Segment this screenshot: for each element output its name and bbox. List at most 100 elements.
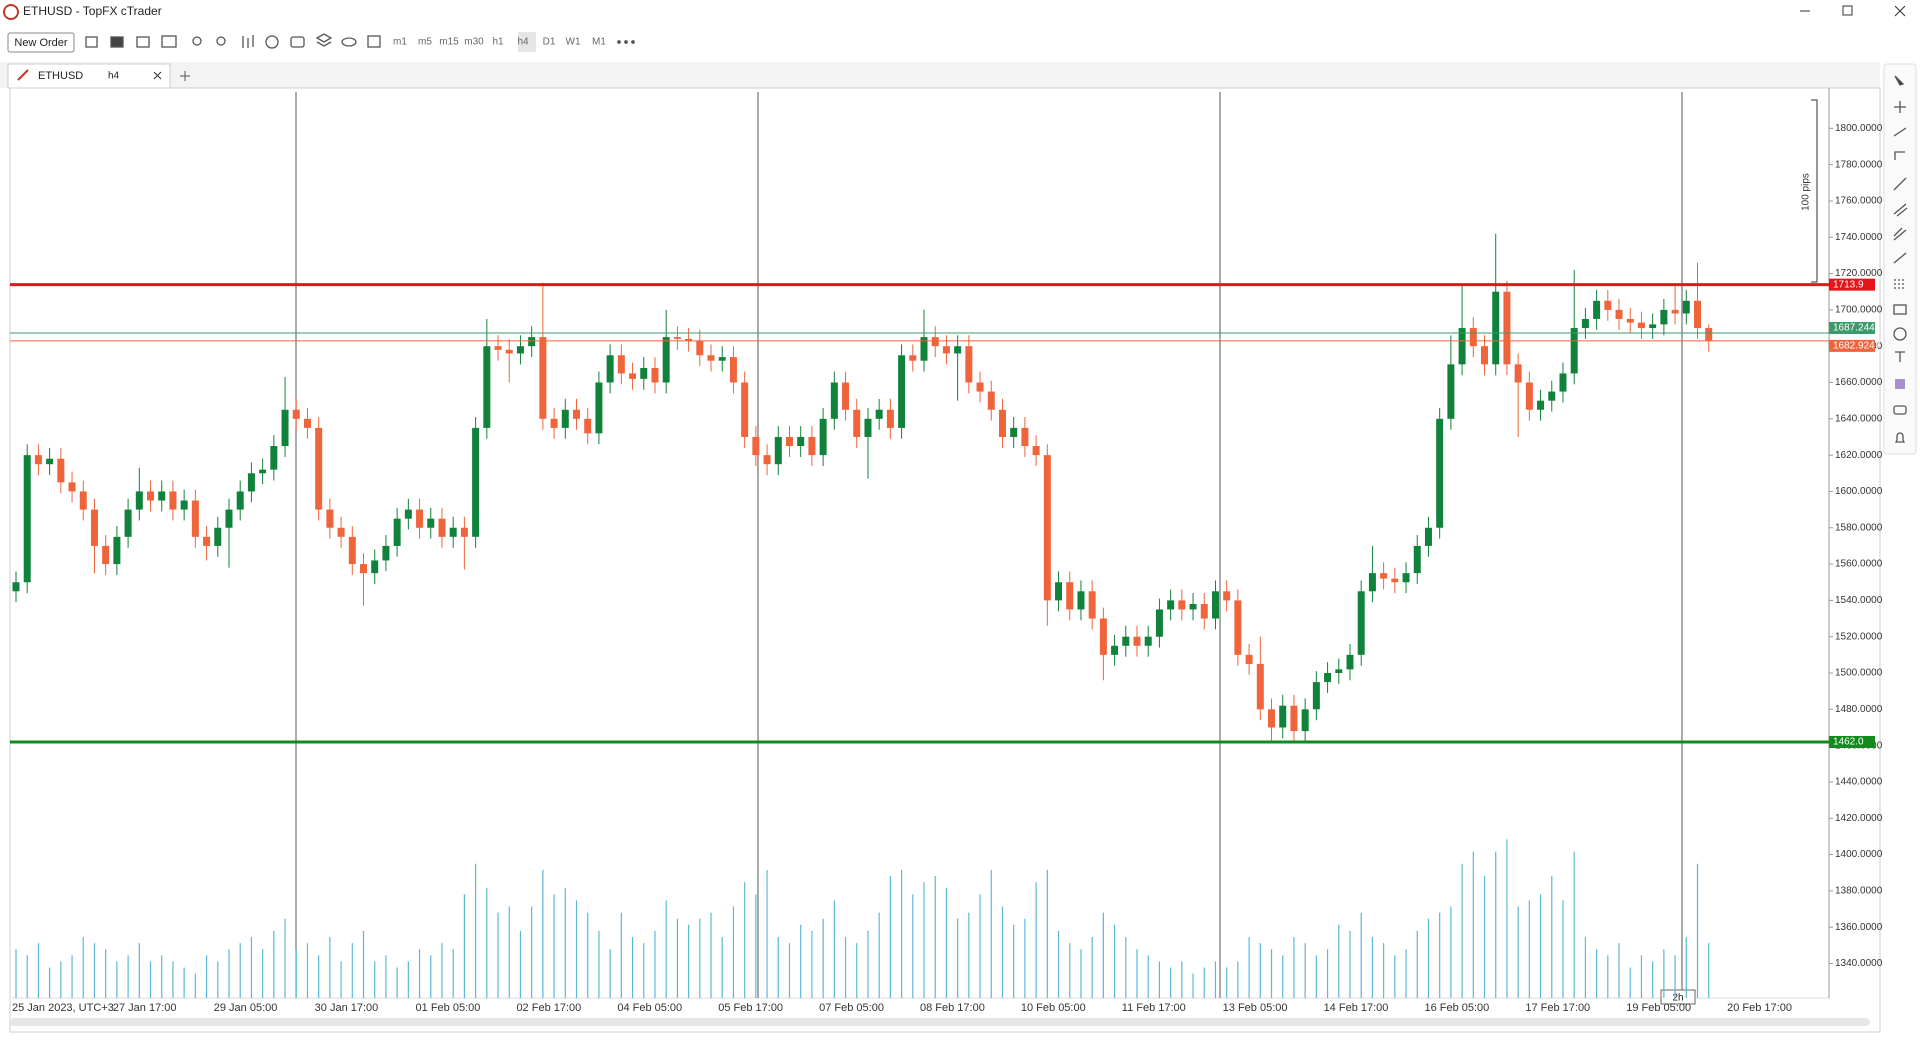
chart-type-icon[interactable]: [242, 35, 254, 48]
fib-tool[interactable]: [1894, 279, 1906, 289]
candle-body: [124, 509, 132, 537]
candle-body: [1346, 654, 1354, 670]
crosshair-time-label: 2h: [1672, 993, 1683, 1004]
candle-body: [1312, 682, 1320, 710]
x-tick-label: 20 Feb 17:00: [1727, 1002, 1792, 1014]
chart-mode-icon[interactable]: [161, 35, 177, 48]
candle-body: [1604, 300, 1612, 310]
rectangle-tool[interactable]: [1893, 304, 1907, 315]
timeframe-button[interactable]: D1: [543, 37, 556, 48]
layout-icon[interactable]: [85, 36, 98, 48]
price-line-label: 1682.9247: [1833, 341, 1881, 352]
candle-body: [965, 346, 973, 383]
candle-body: [12, 582, 20, 592]
candle-body: [1402, 573, 1410, 583]
indicators-icon[interactable]: [265, 35, 279, 49]
candle-body: [1200, 604, 1208, 619]
candle-body: [483, 346, 491, 428]
timeframe-button[interactable]: m5: [418, 37, 432, 48]
timeframe-button[interactable]: M1: [592, 37, 606, 48]
candle-body: [595, 382, 603, 434]
candle-body: [954, 346, 962, 354]
y-tick-label: 1720.0000: [1835, 268, 1883, 279]
candle-body: [416, 509, 424, 528]
candle-body: [1682, 300, 1690, 314]
candle-body: [617, 355, 625, 374]
y-tick-label: 1580.0000: [1835, 522, 1883, 533]
restore-button[interactable]: [1842, 5, 1853, 16]
x-tick-label: 11 Feb 17:00: [1122, 1002, 1186, 1014]
x-tick-label: 30 Jan 17:00: [315, 1002, 379, 1014]
candle-body: [23, 455, 31, 583]
candle-body: [1570, 328, 1578, 374]
candle-body: [315, 427, 323, 510]
timeframe-button[interactable]: m15: [439, 37, 459, 48]
brush-tool[interactable]: [1893, 252, 1907, 264]
objects-icon[interactable]: [315, 33, 333, 47]
app-icon: [3, 4, 19, 20]
crosshair-tool[interactable]: [1894, 101, 1906, 113]
candle-body: [886, 409, 894, 428]
x-tick-label: 05 Feb 17:00: [718, 1002, 783, 1014]
add-tab[interactable]: [180, 71, 190, 81]
candle-body: [763, 455, 771, 465]
active-timeframe-bg: [518, 32, 536, 52]
single-chart-icon[interactable]: [110, 36, 124, 48]
screenshot-tool[interactable]: [1893, 405, 1907, 415]
text-tool[interactable]: [1895, 351, 1905, 362]
candle-body: [898, 355, 906, 428]
candle-body: [326, 509, 334, 528]
tab-symbol[interactable]: ETHUSD: [38, 70, 83, 82]
color-tool[interactable]: [1895, 379, 1905, 389]
y-tick-label: 1500.0000: [1835, 668, 1883, 679]
tab-close[interactable]: [153, 71, 162, 80]
horizontal-scrollbar[interactable]: [10, 1018, 1870, 1026]
candle-body: [147, 491, 155, 501]
candle-body: [1010, 427, 1018, 437]
candle-body: [651, 367, 659, 383]
tab-timeframe[interactable]: h4: [108, 71, 120, 82]
x-tick-label: 10 Feb 05:00: [1021, 1002, 1086, 1014]
candle-body: [853, 409, 861, 437]
candle-body: [1167, 600, 1175, 610]
timeframe-bar: m1 m5 m15 m30 h1 h4 D1 W1 M1: [393, 37, 606, 48]
candle-body: [1111, 645, 1119, 655]
trend-tool[interactable]: [1893, 177, 1907, 191]
ellipse-tool[interactable]: [1893, 327, 1907, 341]
chart-tab[interactable]: [7, 63, 171, 89]
candle-body: [1268, 709, 1276, 728]
candle-body: [718, 357, 726, 361]
candle-body: [1705, 328, 1713, 341]
timeframe-button[interactable]: h4: [517, 37, 529, 48]
candle-body: [1671, 309, 1679, 314]
timeframe-button[interactable]: h1: [492, 37, 504, 48]
multi-chart-icon[interactable]: [136, 36, 150, 48]
view-icon[interactable]: [341, 37, 357, 47]
candle-body: [203, 536, 211, 546]
zoom-in-icon[interactable]: [192, 36, 202, 46]
price-line-label: 1462.0: [1833, 737, 1864, 748]
candle-body: [1357, 591, 1365, 655]
candle-body: [1144, 636, 1152, 646]
alert-tool[interactable]: [1894, 432, 1906, 443]
timeframe-button[interactable]: W1: [566, 37, 581, 48]
pitchfork-tool[interactable]: [1893, 227, 1907, 241]
candle-body: [516, 346, 524, 354]
templates-icon[interactable]: [290, 36, 305, 48]
price-line-label: 1713.9: [1833, 279, 1864, 290]
timeframe-button[interactable]: m30: [464, 37, 484, 48]
close-button[interactable]: [1894, 5, 1906, 17]
ray-tool[interactable]: [1893, 127, 1907, 137]
candle-body: [1301, 709, 1309, 732]
cursor-tool[interactable]: [1894, 75, 1905, 86]
y-tick-label: 1780.0000: [1835, 159, 1883, 170]
hline-tool[interactable]: [1894, 151, 1905, 160]
zoom-out-icon[interactable]: [216, 36, 226, 46]
new-order-button[interactable]: [7, 32, 75, 53]
candle-body: [808, 436, 816, 456]
timeframe-button[interactable]: m1: [393, 37, 407, 48]
channel-tool[interactable]: [1893, 203, 1908, 217]
candle-body: [662, 337, 670, 383]
candle-body: [1649, 324, 1657, 329]
settings-icon[interactable]: [367, 35, 381, 48]
